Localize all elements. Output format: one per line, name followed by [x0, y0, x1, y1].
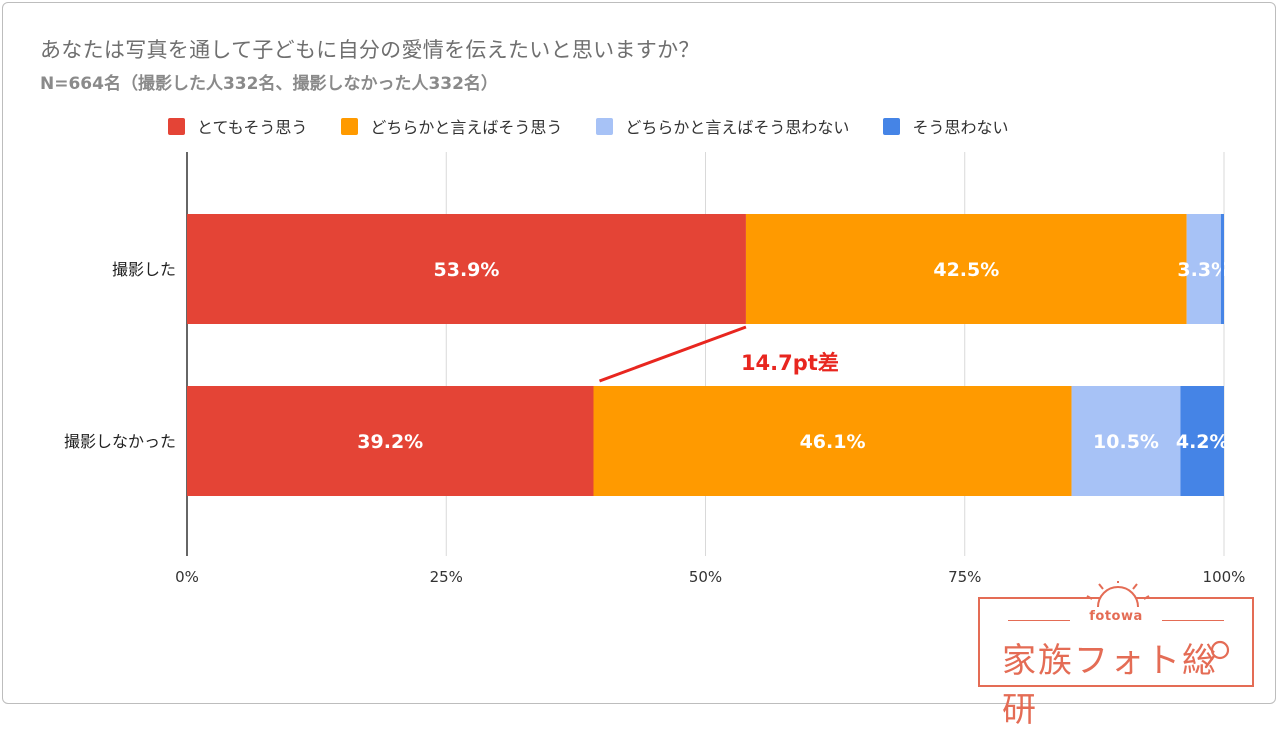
- bar-segment: [187, 386, 594, 496]
- bar-chart-plot: 0% 25% 50% 75% 100% 撮影した 53.9% 42.5% 3.3% 撮影しなかった…: [64, 152, 1246, 586]
- data-label: 39.2%: [357, 431, 423, 453]
- legend: とてもそう思う どちらかと言えばそう思う どちらかと言えばそう思わない そう思わ…: [168, 113, 1042, 139]
- legend-label-very-agree: とてもそう思う: [197, 118, 308, 137]
- stamp-brand-big: 家族フォト総研: [1002, 641, 1218, 730]
- legend-swatch-somewhat-agree: [341, 117, 359, 135]
- legend-item-very-agree: とてもそう思う: [168, 114, 307, 138]
- x-tick-label: 100%: [1203, 568, 1246, 586]
- bar-segment: [187, 214, 746, 324]
- fotowa-logo-stamp: fotowa 家族フォト総研: [978, 581, 1254, 730]
- bar-segment: [1180, 386, 1224, 496]
- magnifier-icon: [1204, 640, 1230, 669]
- chart-title: あなたは写真を通して子どもに自分の愛情を伝えたいと思いますか？: [40, 38, 700, 62]
- chart-frame: [2, 2, 1276, 704]
- legend-label-somewhat-disagree: どちらかと言えばそう思わない: [625, 118, 850, 137]
- x-tick-label: 0%: [175, 568, 199, 586]
- legend-item-somewhat-disagree: どちらかと言えばそう思わない: [596, 114, 849, 138]
- difference-line: [598, 325, 747, 383]
- data-label: 53.9%: [434, 259, 500, 281]
- legend-label-somewhat-agree: どちらかと言えばそう思う: [370, 118, 563, 137]
- data-label: 4.2%: [1176, 431, 1229, 453]
- legend-swatch-disagree: [883, 117, 901, 135]
- x-tick-label: 25%: [430, 568, 463, 586]
- data-label: 10.5%: [1093, 431, 1159, 453]
- data-label: 3.3%: [1177, 259, 1230, 281]
- legend-swatch-very-agree: [168, 117, 185, 135]
- legend-item-somewhat-agree: どちらかと言えばそう思う: [341, 114, 562, 138]
- bar-segment: [593, 386, 1072, 496]
- bar-segment: [1186, 214, 1221, 324]
- data-label: 46.1%: [800, 431, 866, 453]
- chart-subtitle: N=664名（撮影した人332名、撮影しなかった人332名）: [40, 74, 498, 94]
- category-label: 撮影しなかった: [64, 432, 176, 451]
- difference-annotation: 14.7pt差: [741, 351, 839, 375]
- bar-segment: [745, 214, 1187, 324]
- x-tick-label: 50%: [689, 568, 722, 586]
- bar-segment: [1071, 386, 1181, 496]
- bar-segment: [1220, 214, 1224, 324]
- stamp-rule-right: [1162, 620, 1224, 621]
- legend-swatch-somewhat-disagree: [596, 117, 614, 135]
- stamp-brand-small: fotowa: [1089, 609, 1143, 624]
- sun-icon: [1086, 581, 1150, 607]
- x-tick-label: 75%: [948, 568, 981, 586]
- legend-item-disagree: そう思わない: [883, 114, 1008, 138]
- stamp-rule-left: [1008, 620, 1070, 621]
- category-label: 撮影した: [112, 260, 176, 279]
- legend-label-disagree: そう思わない: [912, 118, 1009, 137]
- data-label: 42.5%: [933, 259, 999, 281]
